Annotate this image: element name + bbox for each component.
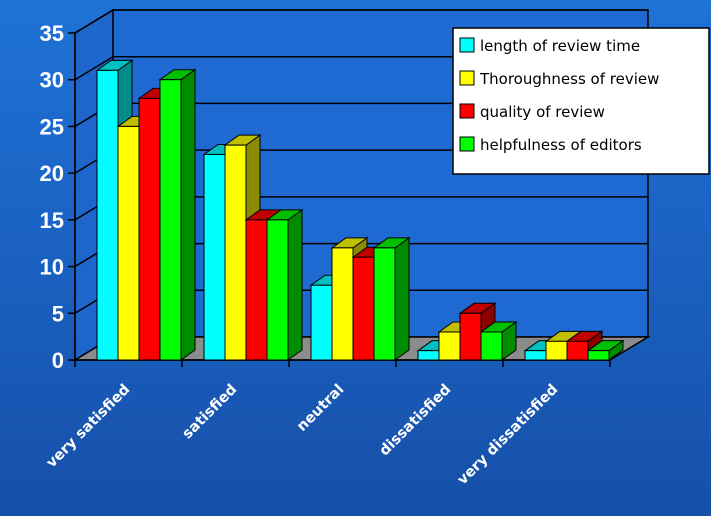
bar xyxy=(265,208,304,361)
bar-front xyxy=(373,247,396,361)
y-tick-label: 0 xyxy=(52,348,64,373)
bar-front xyxy=(203,153,226,361)
legend-label: quality of review xyxy=(480,103,605,121)
gridline xyxy=(74,9,648,34)
y-tick-label: 30 xyxy=(40,68,64,93)
x-category-label: satisfied xyxy=(180,382,241,443)
bar-front xyxy=(417,350,440,361)
bar-front xyxy=(566,340,589,361)
legend-swatch xyxy=(459,136,475,152)
y-tick-label: 15 xyxy=(40,208,64,233)
bar-front xyxy=(245,219,268,361)
bar-front xyxy=(545,340,568,361)
legend-label: Thoroughness of review xyxy=(479,70,659,88)
bar-front xyxy=(587,350,610,361)
bar-side xyxy=(180,68,196,361)
bar-side xyxy=(394,236,410,361)
x-category-label: very satisfied xyxy=(44,382,134,472)
y-tick-label: 25 xyxy=(40,114,64,139)
legend-box xyxy=(452,27,710,175)
x-category-label: very dissatisfied xyxy=(455,382,562,489)
bar-front xyxy=(224,144,247,361)
bar xyxy=(372,236,411,361)
y-tick-label: 10 xyxy=(40,255,64,280)
bar-front xyxy=(96,69,119,361)
legend: length of review time Thoroughness of rev… xyxy=(452,27,710,175)
x-category-label: dissatisfied xyxy=(377,382,455,460)
bar-front xyxy=(438,331,461,361)
bar-front xyxy=(480,331,503,361)
x-axis-labels: very satisfied satisfied neutral dissatisfi… xyxy=(44,382,562,489)
bar-front xyxy=(459,312,482,361)
bar xyxy=(158,68,197,361)
legend-label: helpfulness of editors xyxy=(480,136,642,154)
bar-front xyxy=(331,247,354,361)
legend-swatch xyxy=(459,70,475,86)
bar-front xyxy=(310,284,333,361)
bars xyxy=(95,59,625,361)
y-axis-ticks: 0 5 10 15 20 25 30 35 xyxy=(40,21,75,373)
bar xyxy=(586,339,625,361)
bar-front xyxy=(352,256,375,361)
bar xyxy=(479,320,518,361)
y-tick-label: 5 xyxy=(52,301,64,326)
legend-swatch xyxy=(459,103,475,119)
bar-front xyxy=(138,97,161,361)
y-tick-label: 35 xyxy=(40,21,64,46)
legend-label: length of review time xyxy=(480,37,640,55)
bar-front xyxy=(159,79,182,361)
bar-front xyxy=(117,125,140,361)
bar-front xyxy=(266,219,289,361)
legend-swatch xyxy=(459,37,475,53)
y-tick-label: 20 xyxy=(40,161,64,186)
bar-side xyxy=(287,208,303,361)
bar-front xyxy=(524,350,547,361)
x-category-label: neutral xyxy=(294,382,347,435)
